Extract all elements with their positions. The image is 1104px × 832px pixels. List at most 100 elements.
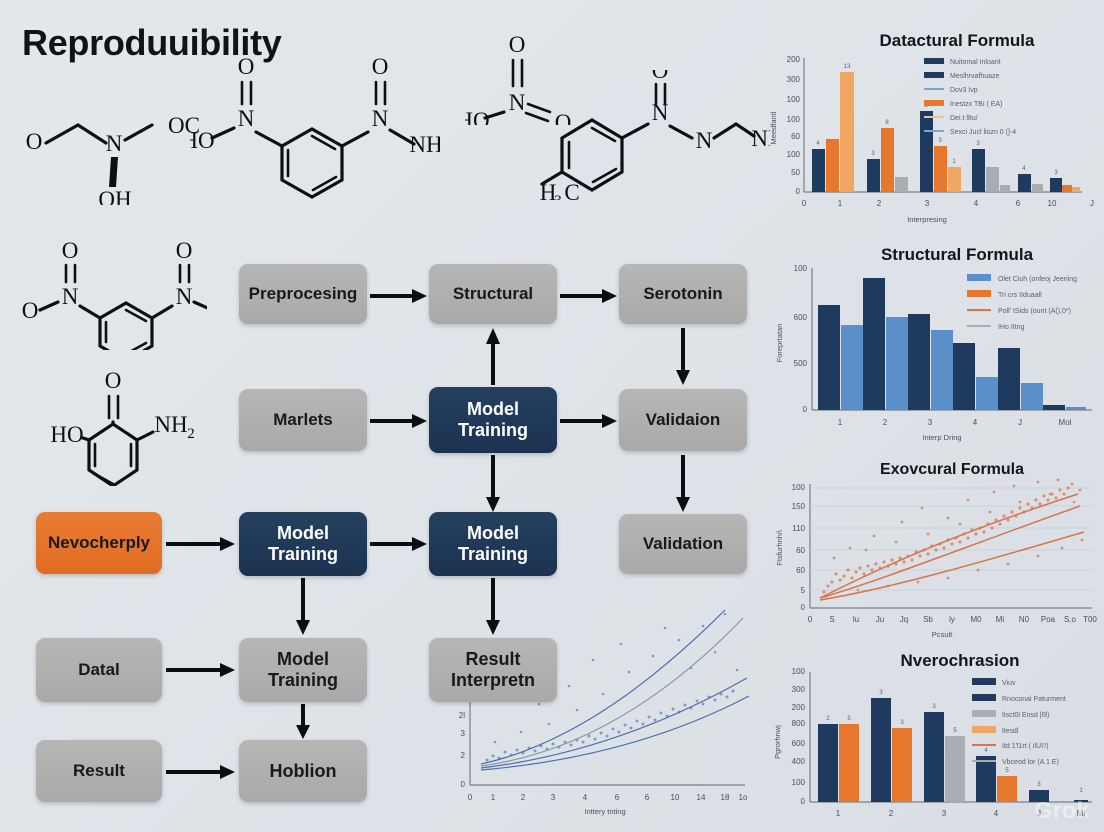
chart-legend: Olet Ciuh (onfeoj Jeeriing Tri crs IIdua… bbox=[967, 274, 1077, 331]
svg-text:NH: NH bbox=[751, 126, 770, 151]
svg-text:3: 3 bbox=[928, 418, 933, 427]
svg-text:1: 1 bbox=[836, 809, 841, 818]
svg-text:N: N bbox=[106, 131, 123, 156]
chart-title: Exovcural Formula bbox=[880, 461, 1024, 478]
svg-text:1: 1 bbox=[838, 199, 843, 208]
svg-text:4: 4 bbox=[583, 793, 588, 802]
svg-text:4: 4 bbox=[984, 748, 988, 754]
svg-text:150: 150 bbox=[792, 502, 806, 511]
svg-text:S.o: S.o bbox=[1064, 615, 1077, 624]
flow-node-label: Nevocherply bbox=[47, 533, 151, 553]
svg-text:100: 100 bbox=[787, 95, 801, 104]
flow-node-label: Model Training bbox=[267, 523, 338, 564]
flow-node-result-interpretn[interactable]: Result Interpretn bbox=[429, 638, 557, 702]
svg-text:4: 4 bbox=[974, 199, 979, 208]
svg-text:O: O bbox=[105, 368, 122, 393]
svg-text:J: J bbox=[1018, 418, 1022, 427]
svg-text:4: 4 bbox=[994, 809, 999, 818]
svg-text:3: 3 bbox=[879, 690, 883, 696]
flow-node-model-training-left[interactable]: Model Training bbox=[239, 512, 367, 576]
svg-text:60: 60 bbox=[791, 132, 800, 141]
flow-node-datal[interactable]: Datal bbox=[36, 638, 162, 702]
chart-xlabel: Interp Dring bbox=[922, 433, 961, 442]
flow-node-marlets[interactable]: Marlets bbox=[239, 389, 367, 451]
svg-text:Itd 1'l1rt ( ilUI'/): Itd 1'l1rt ( ilUI'/) bbox=[1002, 743, 1049, 750]
arrow-validaion-to-validation bbox=[673, 455, 693, 513]
svg-text:60: 60 bbox=[796, 546, 805, 555]
svg-text:NH: NH bbox=[154, 412, 187, 437]
svg-text:O: O bbox=[372, 54, 389, 79]
chart-legend: Nuitomal Inloarit Meslhrvafhuaze Dov3 Iv… bbox=[924, 58, 1016, 136]
svg-text:3: 3 bbox=[1054, 170, 1058, 176]
svg-text:NH: NH bbox=[409, 132, 440, 157]
svg-text:13: 13 bbox=[844, 64, 851, 70]
svg-text:1o: 1o bbox=[739, 793, 748, 802]
svg-text:Nuitomal Inloarit: Nuitomal Inloarit bbox=[950, 59, 1001, 66]
arrow-modeltraining-to-structural bbox=[483, 328, 503, 386]
svg-text:Olet Ciuh (onfeoj Jeeriing: Olet Ciuh (onfeoj Jeeriing bbox=[998, 276, 1077, 283]
flow-node-label: Model Training bbox=[457, 399, 528, 440]
svg-text:100: 100 bbox=[787, 115, 801, 124]
svg-text:Jq: Jq bbox=[900, 615, 908, 624]
svg-text:3: 3 bbox=[871, 151, 875, 157]
svg-text:Dei.t l8u/: Dei.t l8u/ bbox=[950, 115, 978, 122]
flow-node-nevocherply[interactable]: Nevocherply bbox=[36, 512, 162, 574]
arrow-modeltrainingbottom-to-hoblion bbox=[293, 704, 313, 740]
svg-text:HO: HO bbox=[50, 422, 83, 447]
svg-text:110: 110 bbox=[792, 524, 805, 533]
chart-title: Nverochrasion bbox=[900, 651, 1019, 670]
flow-node-structural[interactable]: Structural bbox=[429, 264, 557, 324]
flow-node-result[interactable]: Result bbox=[36, 740, 162, 802]
arrow-nevocherply-to-modeltraining bbox=[166, 534, 236, 554]
chart-y-ticks: 100 300 200 800 600 400 100 0 bbox=[792, 667, 806, 806]
svg-text:J: J bbox=[1090, 199, 1094, 208]
svg-text:600: 600 bbox=[794, 313, 808, 322]
flow-node-hoblion[interactable]: Hoblion bbox=[239, 740, 367, 802]
flow-node-label: Model Training bbox=[267, 649, 338, 690]
chart-x-ticks: 0 1 2 3 4 6 10 J bbox=[802, 199, 1094, 208]
svg-text:Meslhrvafhuaze: Meslhrvafhuaze bbox=[950, 73, 1000, 80]
svg-text:Ilsct0l Ensd |l9): Ilsct0l Ensd |l9) bbox=[1002, 712, 1049, 719]
flow-node-label: Hoblion bbox=[269, 760, 337, 781]
arrow-result-to-hoblion bbox=[166, 762, 236, 782]
svg-text:10: 10 bbox=[671, 793, 680, 802]
molecule-tolyl-nitroso-hydrazine: H 3 C N O N NH 3 bbox=[540, 70, 770, 200]
svg-text:3: 3 bbox=[461, 729, 466, 738]
flow-node-model-training-center[interactable]: Model Training bbox=[429, 387, 557, 453]
svg-text:0: 0 bbox=[468, 793, 473, 802]
svg-text:4: 4 bbox=[973, 418, 978, 427]
flow-node-validation[interactable]: Validation bbox=[619, 514, 747, 574]
flow-node-label: Structural bbox=[452, 284, 534, 304]
svg-text:100: 100 bbox=[792, 667, 806, 676]
flow-node-label: Validaion bbox=[645, 410, 721, 430]
svg-text:Mi: Mi bbox=[996, 615, 1005, 624]
flow-node-model-training-mid[interactable]: Model Training bbox=[429, 512, 557, 576]
svg-text:3: 3 bbox=[976, 141, 980, 147]
flow-node-preprocesing[interactable]: Preprocesing bbox=[239, 264, 367, 324]
chart-xlabel: Interpresing bbox=[907, 215, 947, 224]
flow-node-validaion[interactable]: Validaion bbox=[619, 389, 747, 451]
svg-text:Rnoconal Paturment: Rnoconal Paturment bbox=[1002, 696, 1066, 703]
molecule-aminophenol: O HO NH 2 bbox=[45, 366, 220, 486]
svg-text:HO: HO bbox=[465, 108, 490, 125]
svg-text:O: O bbox=[509, 32, 526, 57]
svg-text:600: 600 bbox=[792, 739, 806, 748]
svg-text:N: N bbox=[372, 106, 389, 131]
chart-x-ticks: 0 S lu Ju Jq Sb ly M0 Mi N0 Poa S.o T00 bbox=[808, 615, 1098, 624]
flow-node-serotonin[interactable]: Serotonin bbox=[619, 264, 747, 324]
svg-text:N: N bbox=[238, 106, 255, 131]
svg-text:T00: T00 bbox=[1083, 615, 1097, 624]
svg-text:3: 3 bbox=[900, 720, 904, 726]
chart-ylabel: Ftsfurhnhi\ bbox=[775, 529, 784, 565]
svg-text:Dov3 Ivp: Dov3 Ivp bbox=[950, 87, 978, 94]
svg-text:3: 3 bbox=[554, 193, 562, 200]
svg-text:Inestzx TBi ( EA): Inestzx TBi ( EA) bbox=[950, 101, 1002, 108]
flow-node-model-training-bottom[interactable]: Model Training bbox=[239, 638, 367, 702]
svg-text:0: 0 bbox=[796, 187, 801, 196]
chart-exovcural-formula: Exovcural Formula 100 150 110 60 60 5 0 … bbox=[762, 452, 1102, 642]
scatter-points bbox=[822, 478, 1084, 598]
svg-text:Mi: Mi bbox=[1077, 809, 1086, 818]
svg-text:Inttery tnting: Inttery tnting bbox=[584, 807, 625, 816]
chart-y-ticks: 100 150 110 60 60 5 0 bbox=[792, 483, 806, 612]
